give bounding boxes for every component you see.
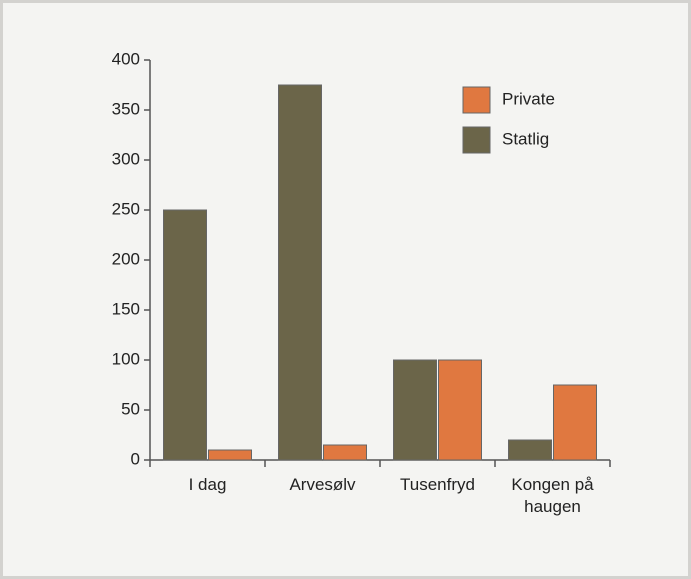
bar <box>278 84 322 461</box>
x-tick-label: I dag <box>188 475 227 494</box>
y-tick-label: 350 <box>112 99 140 118</box>
bar <box>163 209 207 461</box>
bar <box>553 384 597 461</box>
legend-label: Private <box>502 89 555 108</box>
bar <box>508 439 552 461</box>
x-tick-label: Arvesølv <box>289 475 356 494</box>
y-tick-label: 150 <box>112 299 140 318</box>
bar <box>393 359 437 461</box>
x-tick-label: Tusenfryd <box>400 475 475 494</box>
bar <box>323 444 367 461</box>
legend-swatch <box>462 86 491 114</box>
y-tick-label: 250 <box>112 199 140 218</box>
x-tick-label: Kongen på haugen <box>511 475 594 516</box>
legend-label: Statlig <box>502 129 549 148</box>
y-tick-label: 100 <box>112 349 140 368</box>
bar <box>208 449 252 461</box>
legend-swatch <box>462 126 491 154</box>
bar <box>438 359 482 461</box>
y-tick-label: 200 <box>112 249 140 268</box>
y-tick-label: 50 <box>121 399 140 418</box>
y-tick-label: 0 <box>131 449 140 468</box>
y-tick-label: 300 <box>112 149 140 168</box>
y-tick-label: 400 <box>112 49 140 68</box>
